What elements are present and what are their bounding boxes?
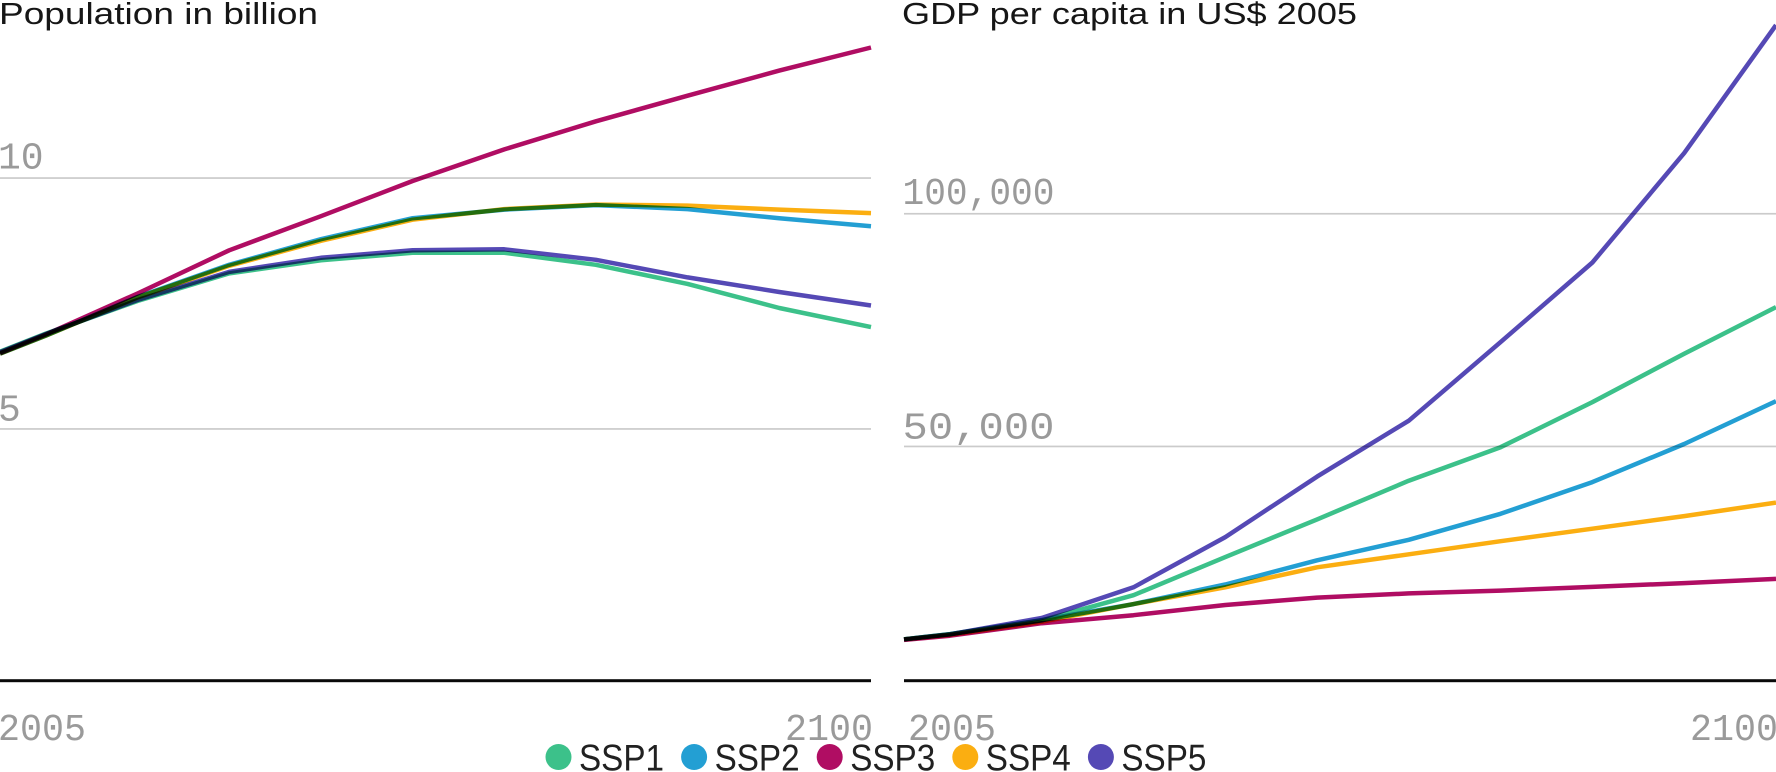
svg-text:100,000: 100,000 (903, 173, 1055, 216)
svg-text:SSP1: SSP1 (579, 738, 664, 772)
svg-text:Population in billion: Population in billion (0, 0, 318, 31)
svg-text:5: 5 (0, 390, 21, 433)
svg-text:2005: 2005 (908, 709, 996, 752)
svg-text:SSP4: SSP4 (986, 738, 1071, 772)
svg-text:SSP3: SSP3 (850, 738, 935, 772)
svg-text:SSP5: SSP5 (1121, 738, 1206, 772)
svg-text:2005: 2005 (0, 709, 86, 752)
svg-text:10: 10 (0, 138, 44, 181)
svg-text:SSP2: SSP2 (715, 738, 800, 772)
svg-text:GDP per capita in US$ 2005: GDP per capita in US$ 2005 (902, 0, 1357, 31)
svg-text:50,000: 50,000 (903, 408, 1055, 451)
svg-text:2100: 2100 (1690, 709, 1776, 752)
